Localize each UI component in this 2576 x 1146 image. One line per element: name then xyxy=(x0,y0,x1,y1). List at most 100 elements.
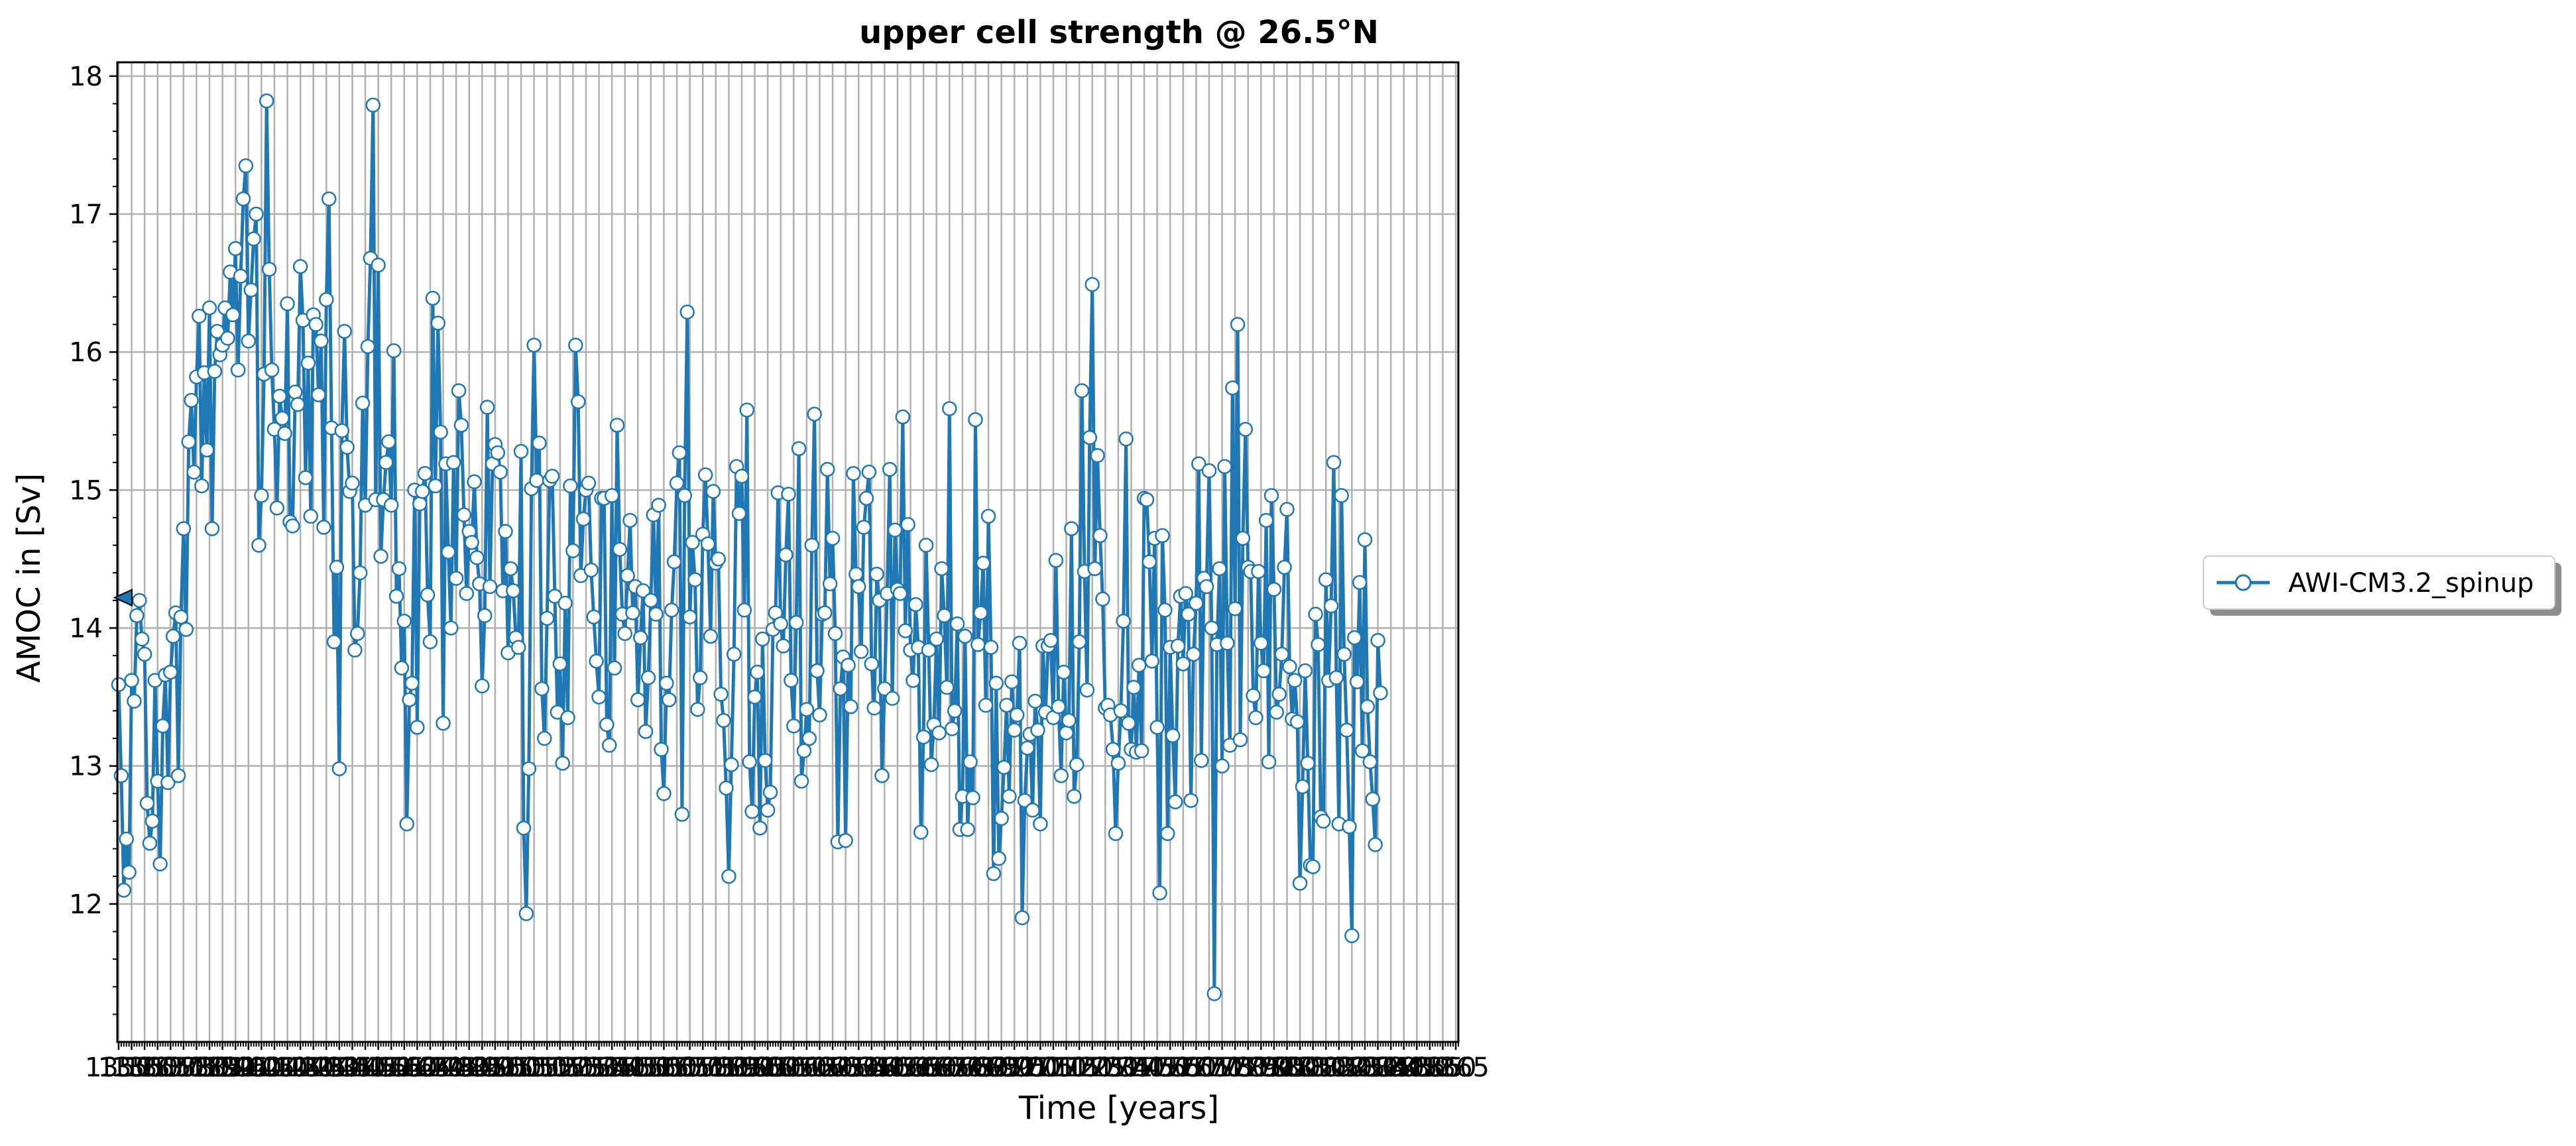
data-point xyxy=(1316,813,1331,829)
x-tick-label: 1640 xyxy=(838,1053,906,1083)
data-point xyxy=(822,576,838,592)
data-point xyxy=(1090,448,1105,463)
data-point xyxy=(988,675,1004,691)
data-point xyxy=(441,544,456,560)
data-point xyxy=(537,730,552,746)
x-tick-label: 1680 xyxy=(942,1053,1010,1083)
data-point xyxy=(1230,317,1246,332)
data-point xyxy=(918,538,934,553)
data-point xyxy=(503,561,518,577)
data-point xyxy=(482,579,498,595)
x-tick-label: 1455 xyxy=(357,1053,425,1083)
data-point xyxy=(719,780,734,796)
data-point xyxy=(145,813,160,829)
data-point xyxy=(272,388,288,404)
data-point xyxy=(445,455,461,470)
x-tick-label: 1710 xyxy=(1020,1053,1087,1083)
data-point xyxy=(760,803,776,818)
x-tick-label: 1495 xyxy=(461,1053,529,1083)
data-point xyxy=(703,628,719,644)
data-point xyxy=(1082,430,1098,445)
data-point xyxy=(892,586,908,601)
data-point xyxy=(1220,636,1235,651)
data-point xyxy=(1311,637,1326,652)
data-point xyxy=(991,850,1006,866)
data-point xyxy=(319,292,334,308)
data-point xyxy=(119,831,134,847)
x-tick-label: 1535 xyxy=(565,1053,633,1083)
data-point xyxy=(181,434,196,449)
x-tick-label: 1585 xyxy=(695,1053,762,1083)
x-tick-label: 1520 xyxy=(526,1053,594,1083)
data-point xyxy=(949,616,965,632)
data-point xyxy=(204,521,220,536)
data-point xyxy=(404,675,420,691)
x-tick-label: 1480 xyxy=(422,1053,490,1083)
data-point xyxy=(326,634,342,650)
x-tick-label: 1490 xyxy=(448,1053,516,1083)
data-point xyxy=(736,602,752,618)
data-point xyxy=(539,610,555,626)
data-point xyxy=(365,97,381,113)
data-point xyxy=(1248,710,1263,726)
data-point xyxy=(111,677,127,693)
data-point xyxy=(456,507,472,523)
x-tick-label: 1770 xyxy=(1175,1053,1243,1083)
data-point xyxy=(697,467,713,483)
data-point xyxy=(555,756,570,771)
x-tick-label: 1590 xyxy=(708,1053,776,1083)
data-point xyxy=(373,548,388,564)
data-point xyxy=(1186,646,1201,662)
x-tick-label: 1665 xyxy=(903,1053,970,1083)
data-point xyxy=(1347,630,1362,646)
data-point xyxy=(1121,715,1136,731)
data-point xyxy=(316,520,331,535)
data-point xyxy=(186,465,202,480)
data-point xyxy=(417,466,433,481)
legend: AWI-CM3.2_spinup xyxy=(2203,555,2561,616)
x-tick-label: 1405 xyxy=(227,1053,295,1083)
data-point xyxy=(622,512,638,528)
data-point xyxy=(1087,561,1102,577)
data-point xyxy=(251,538,266,553)
data-point xyxy=(913,825,929,840)
data-point xyxy=(643,593,659,608)
data-point xyxy=(1113,703,1129,718)
data-point xyxy=(1067,789,1082,804)
x-tick-label: 1540 xyxy=(578,1053,646,1083)
data-point xyxy=(176,521,192,536)
data-point xyxy=(552,656,568,671)
data-point xyxy=(467,474,482,490)
data-point xyxy=(1131,658,1147,673)
data-point xyxy=(1025,803,1040,818)
x-axis-label: Time [years] xyxy=(1018,1090,1219,1127)
data-point xyxy=(243,282,259,298)
data-point xyxy=(825,530,841,546)
plot-frame xyxy=(116,61,1460,1043)
x-tick-label: 1850 xyxy=(1383,1053,1450,1083)
x-tick-label: 1620 xyxy=(786,1053,854,1083)
data-point xyxy=(1274,646,1289,662)
reference-marker xyxy=(113,589,133,607)
data-point xyxy=(632,630,648,646)
x-tick-label: 1430 xyxy=(292,1053,360,1083)
data-point xyxy=(121,864,137,880)
x-tick-label: 1435 xyxy=(306,1053,373,1083)
x-tick-label: 1670 xyxy=(915,1053,983,1083)
data-point xyxy=(900,517,915,532)
data-point xyxy=(817,605,833,620)
data-point xyxy=(1282,659,1297,675)
data-point xyxy=(1326,455,1342,470)
data-point xyxy=(1155,528,1170,544)
data-point xyxy=(298,470,314,485)
data-point xyxy=(331,761,347,777)
data-point xyxy=(303,508,319,524)
data-point xyxy=(137,646,152,662)
data-point xyxy=(604,488,620,503)
x-tick-label: 1465 xyxy=(383,1053,451,1083)
data-point xyxy=(1368,837,1383,852)
data-point xyxy=(142,835,158,851)
data-point xyxy=(1012,636,1027,651)
data-point xyxy=(1051,699,1067,715)
data-point xyxy=(1020,740,1035,756)
